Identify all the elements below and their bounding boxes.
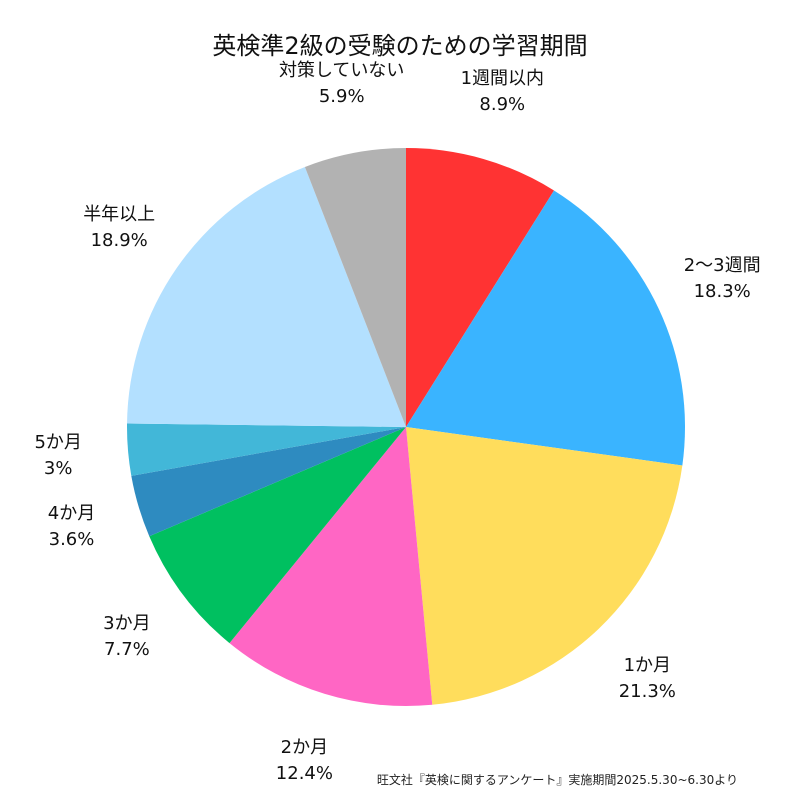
slice-percent: 3% xyxy=(43,457,73,479)
slice-label: 5か月 3% xyxy=(34,430,81,482)
pie-slice xyxy=(149,427,406,644)
slice-name: 4か月 xyxy=(47,502,96,524)
slice-name: 5か月 xyxy=(34,431,82,453)
slice-name: 対策していない xyxy=(278,60,405,81)
slice-percent: 7.7% xyxy=(104,638,150,660)
slice-name: 半年以上 xyxy=(83,204,156,226)
pie-slice xyxy=(304,148,406,427)
slice-label: 2か月 12.4% xyxy=(276,735,333,787)
pie-slice xyxy=(406,427,683,705)
slice-label: 1か月 21.3% xyxy=(619,653,676,705)
slice-percent: 18.3% xyxy=(693,281,751,303)
pie-slice xyxy=(406,148,555,427)
slice-percent: 5.9% xyxy=(318,86,365,107)
source-note: 旺文社『英検に関するアンケート』実施期間2025.5.30~6.30より xyxy=(376,773,738,787)
slice-percent: 18.9% xyxy=(90,230,148,252)
slice-name: 2か月 xyxy=(280,736,329,758)
slice-percent: 8.9% xyxy=(479,93,526,115)
pie-slice xyxy=(127,166,407,427)
pie-slice xyxy=(229,427,433,706)
slice-name: 2〜3週間 xyxy=(683,255,761,277)
slice-label: 2〜3週間 18.3% xyxy=(684,253,761,305)
slice-percent: 3.6% xyxy=(48,528,95,550)
slice-name: 1か月 xyxy=(623,655,672,677)
pie-slice xyxy=(406,190,686,466)
slice-percent: 12.4% xyxy=(275,762,333,784)
pie-slice xyxy=(131,427,406,537)
slice-name: 3か月 xyxy=(103,612,151,634)
slice-label: 1週間以内 8.9% xyxy=(461,66,544,118)
slice-label: 4か月 3.6% xyxy=(48,501,95,553)
slice-name: 1週間以内 xyxy=(460,67,545,89)
pie-slice xyxy=(126,423,407,476)
slice-percent: 21.3% xyxy=(618,681,676,703)
slice-label: 半年以上 18.9% xyxy=(83,202,155,254)
slice-label: 3か月 7.7% xyxy=(103,611,150,663)
chart-title: 英検準2級の受験のための学習期間 xyxy=(212,32,588,60)
slice-label: 対策していない 5.9% xyxy=(279,58,404,110)
